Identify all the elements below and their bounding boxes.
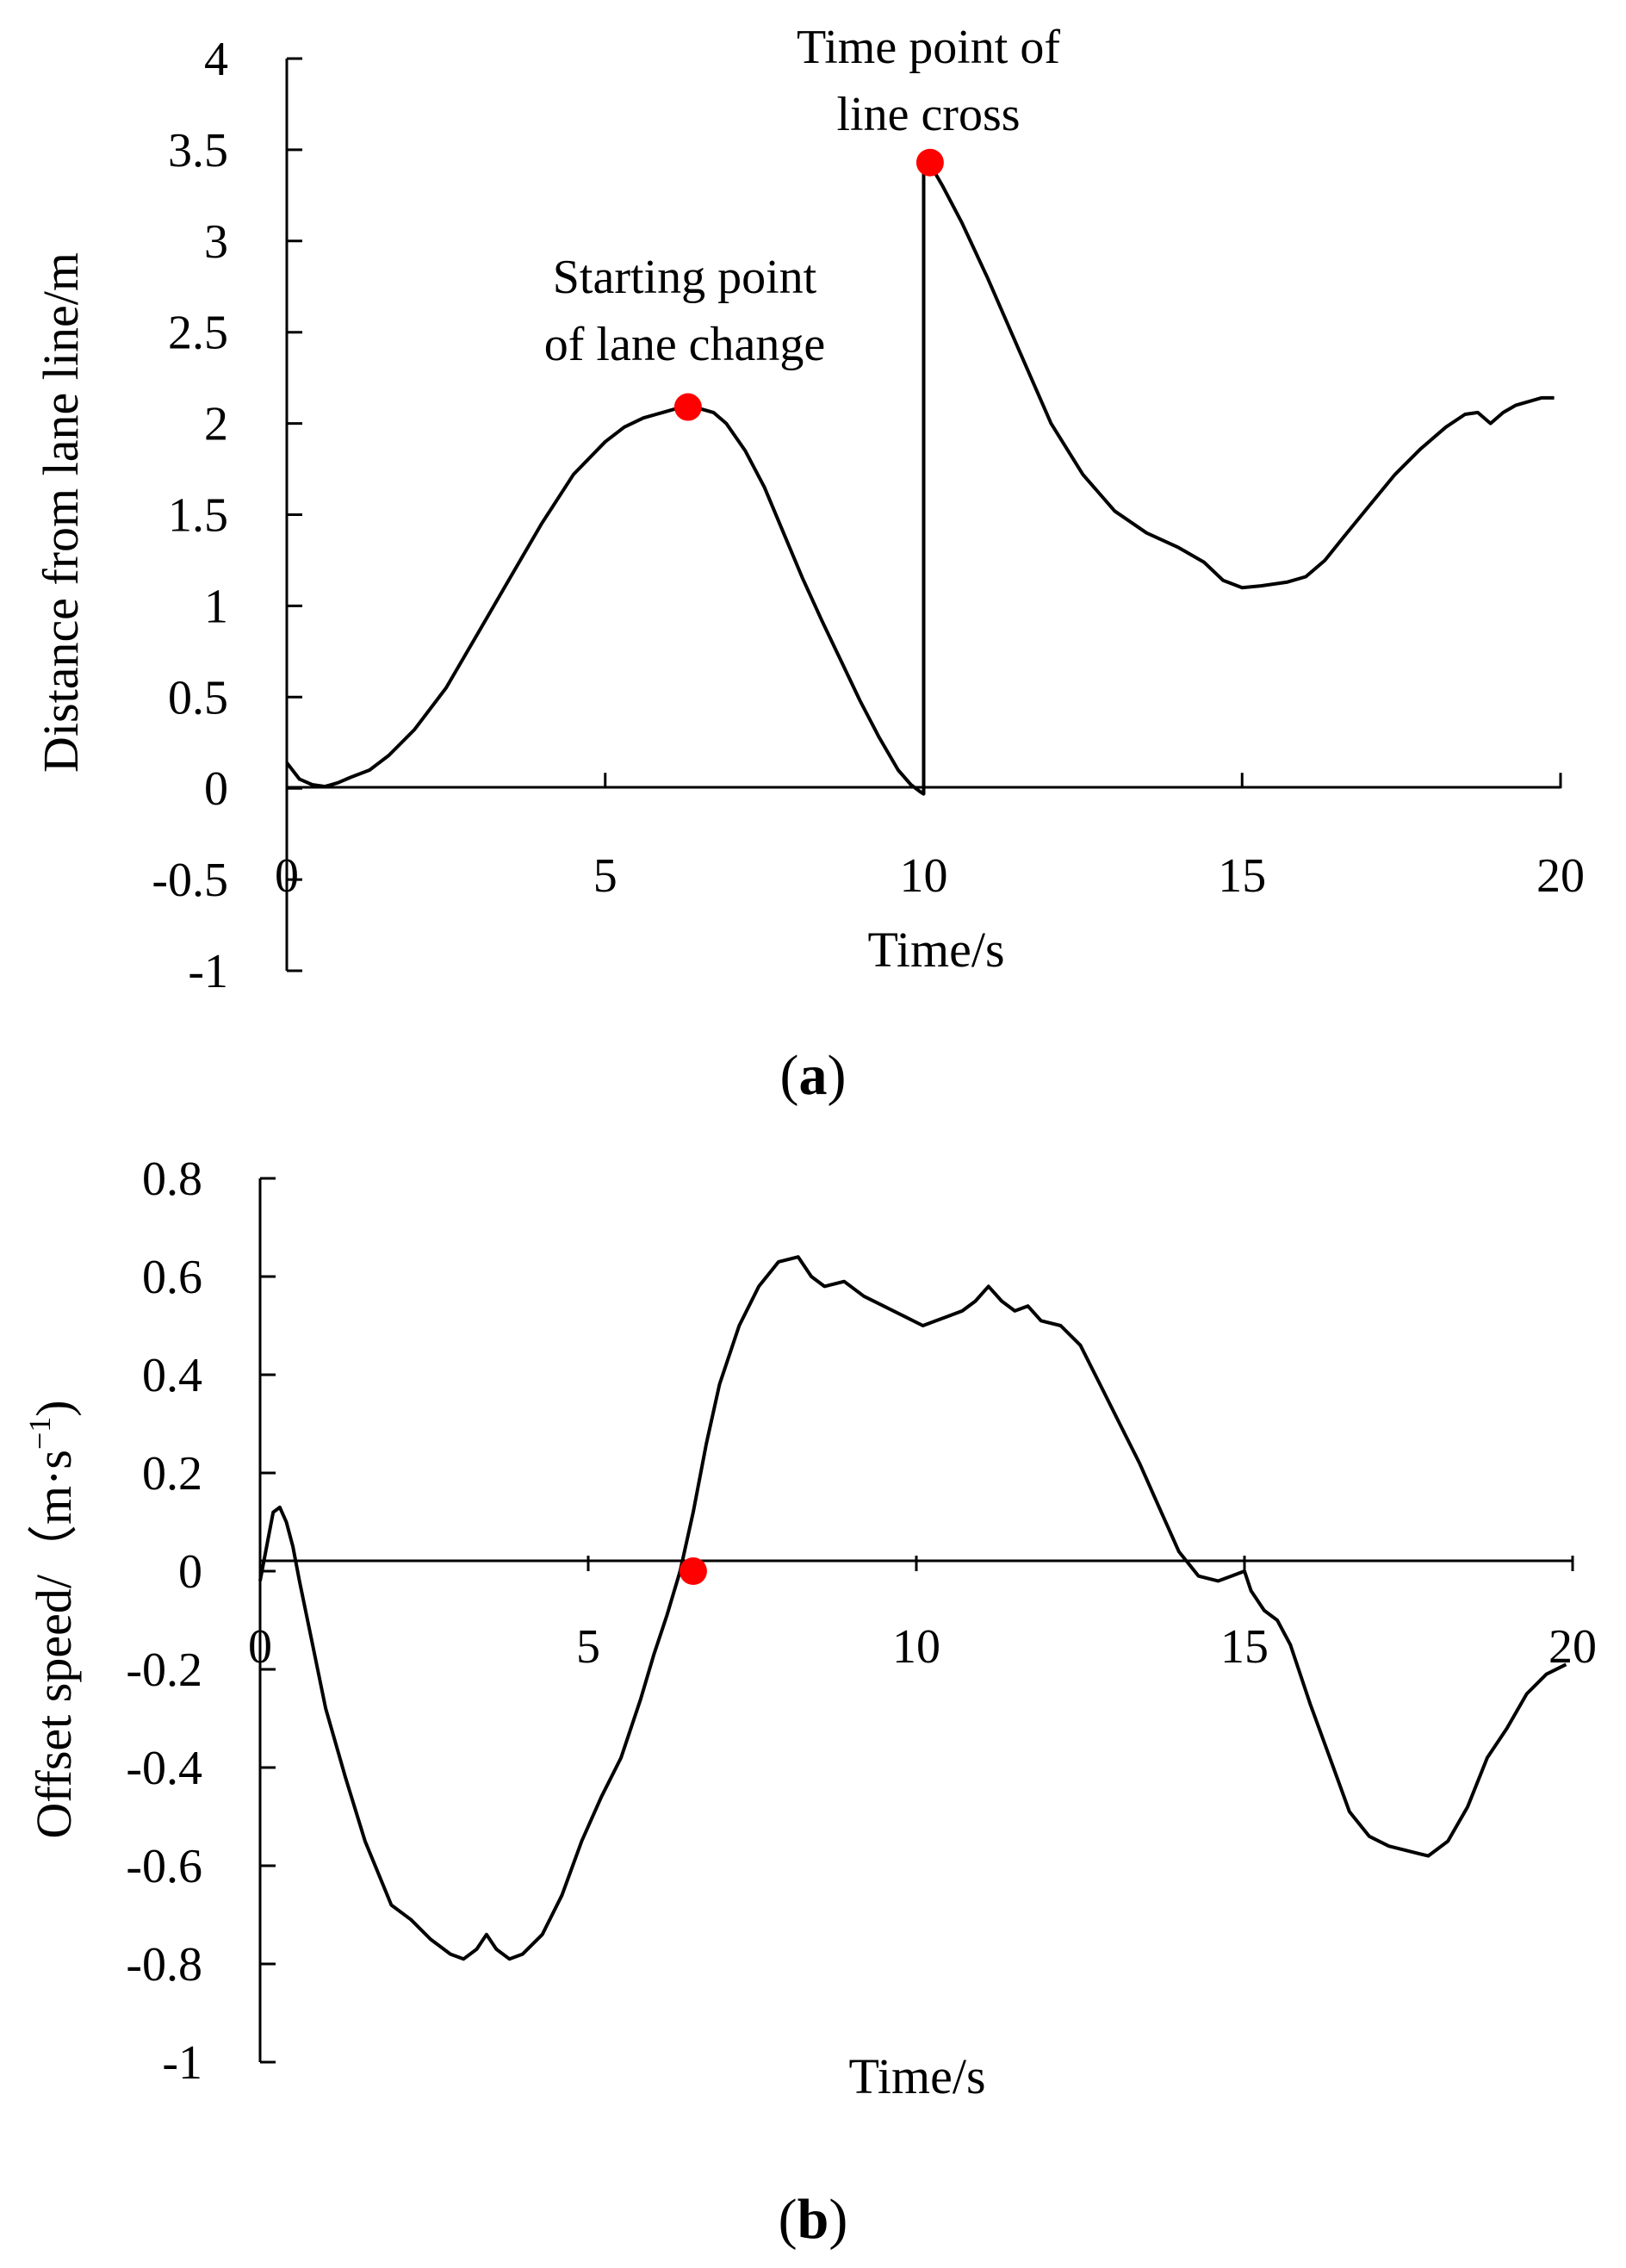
chart-a-ytick-label: 0.5	[168, 671, 228, 724]
chart-b-x-ticks: 0 5 10 15 20	[248, 1556, 1597, 1674]
chart-b-series-offset-speed	[258, 1255, 1567, 1961]
chart-a-marker-point	[915, 148, 944, 177]
chart-a-ytick-label: 1.5	[168, 489, 228, 543]
chart-b-markers	[679, 1557, 707, 1585]
chart-a: -1 -0.5 0 0.5 1 1.5 2 2.5 3 3.5 4 0 5 10 15 20 Startin…	[33, 21, 1585, 1107]
chart-a-ytick-label: 0	[204, 762, 228, 816]
chart-b-ytick-label: -0.8	[126, 1938, 202, 1991]
chart-b-ytick-label: 0.8	[142, 1153, 202, 1206]
chart-b-ylabel-close: )	[26, 1400, 82, 1416]
chart-b-ytick-label: -1	[162, 2036, 202, 2090]
chart-b-xtick-label: 10	[892, 1620, 940, 1674]
chart-a-marker-point	[673, 393, 702, 421]
chart-a-ytick-label: 2	[204, 398, 228, 451]
chart-b-xtick-label: 15	[1220, 1620, 1269, 1674]
chart-a-y-ticks: -1 -0.5 0 0.5 1 1.5 2 2.5 3 3.5 4	[152, 33, 302, 998]
chart-b-ytick-label: 0	[178, 1545, 202, 1599]
chart-b-xtick-label: 20	[1548, 1620, 1597, 1674]
annotation-cross-line1: Time point of	[797, 21, 1060, 74]
chart-b-ytick-label: -0.2	[126, 1644, 202, 1697]
chart-a-xlabel: Time/s	[867, 922, 1004, 978]
chart-b-ylabel-main: Offset speed/（m·s	[26, 1450, 82, 1839]
chart-a-xtick-label: 10	[900, 849, 948, 903]
chart-b-ylabel-sup: −1	[22, 1417, 57, 1450]
chart-a-xtick-label: 5	[593, 849, 618, 903]
chart-a-ytick-label: 2.5	[168, 307, 228, 360]
annotation-start-line1: Starting point	[553, 251, 817, 304]
chart-b-ytick-label: 0.6	[142, 1251, 202, 1304]
chart-a-ytick-label: 3	[204, 215, 228, 269]
chart-b-ylabel: Offset speed/（m·s−1)	[22, 1400, 82, 1838]
chart-b-xtick-label: 5	[576, 1620, 600, 1674]
chart-b: -1 -0.8 -0.6 -0.4 -0.2 0 0.2 0.4 0.6 0.8 0 5 10 15 20…	[22, 1153, 1597, 2251]
chart-a-ytick-label: -1	[188, 945, 228, 998]
chart-a-ytick-label: 4	[204, 33, 228, 86]
panel-label-b: (b)	[779, 2188, 848, 2251]
chart-a-xtick-label: 15	[1218, 849, 1266, 903]
chart-a-xtick-label: 20	[1536, 849, 1585, 903]
chart-a-xtick-label: 0	[275, 849, 299, 903]
chart-a-markers	[673, 148, 944, 421]
chart-a-series-distance	[285, 157, 1555, 796]
chart-a-ytick-label: 3.5	[168, 124, 228, 177]
chart-b-ytick-label: 0.2	[142, 1447, 202, 1501]
chart-b-y-ticks: -1 -0.8 -0.6 -0.4 -0.2 0 0.2 0.4 0.6 0.8	[126, 1153, 276, 2090]
chart-b-xtick-label: 0	[248, 1620, 272, 1674]
chart-b-ytick-label: -0.4	[126, 1742, 202, 1795]
chart-b-xlabel: Time/s	[848, 2048, 985, 2104]
chart-b-marker-point	[679, 1557, 707, 1585]
panel-label-a: (a)	[780, 1044, 847, 1107]
chart-a-ytick-label: -0.5	[152, 854, 228, 907]
chart-b-ytick-label: 0.4	[142, 1349, 202, 1402]
chart-a-ylabel: Distance from lane line/m	[33, 252, 89, 773]
chart-a-x-ticks: 0 5 10 15 20	[275, 773, 1585, 903]
annotation-cross-line2: line cross	[836, 88, 1020, 141]
chart-b-ytick-label: -0.6	[126, 1840, 202, 1893]
chart-a-ytick-label: 1	[204, 580, 228, 633]
annotation-start-line2: of lane change	[544, 318, 825, 371]
